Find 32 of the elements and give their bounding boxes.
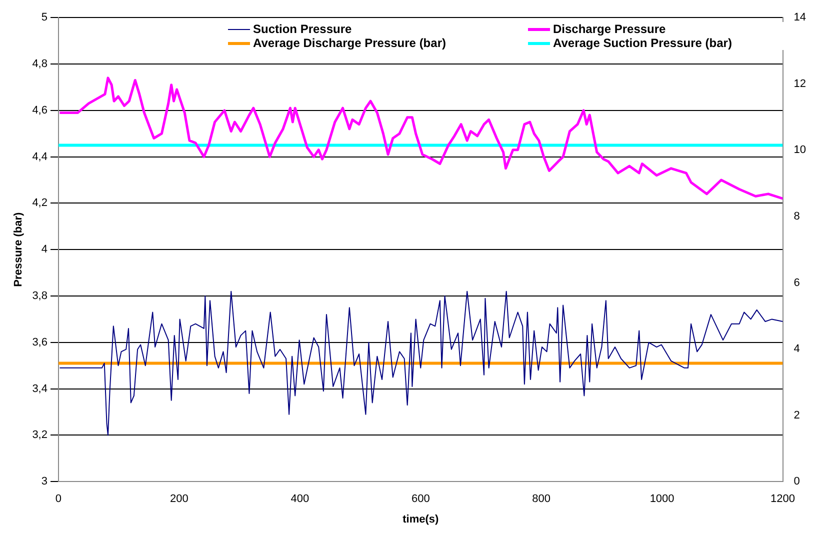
y-tick-label: 4,8	[32, 58, 48, 70]
x-tick-label: 400	[290, 493, 310, 506]
y-tick-label: 3,8	[32, 290, 48, 302]
y-tick-label: 4,6	[32, 104, 48, 116]
y2-tick-label: 2	[794, 409, 800, 422]
y-tick-label: 3,2	[32, 429, 48, 442]
x-tick-label: 1200	[770, 493, 796, 506]
y-tick-label: 4,2	[32, 197, 48, 210]
y2-tick-label: 0	[794, 476, 800, 488]
y2-tick-label: 8	[794, 210, 800, 222]
y-axis-title: Pressure (bar)	[12, 212, 25, 287]
y-tick-label: 4	[41, 244, 48, 256]
y2-tick-label: 4	[794, 343, 800, 356]
x-tick-label: 200	[170, 493, 188, 506]
y-tick-label: 3,4	[32, 382, 48, 395]
x-axis-title: time(s)	[402, 513, 439, 526]
y2-tick-label: 14	[794, 12, 806, 24]
y-tick-label: 3	[41, 476, 48, 488]
x-tick-label: 600	[411, 493, 430, 506]
legend-label: Suction Pressure	[253, 22, 352, 36]
legend-label: Average Suction Pressure (bar)	[553, 36, 732, 50]
y2-tick-label: 12	[794, 78, 806, 90]
y-tick-label: 5	[41, 12, 48, 24]
x-tick-label: 1000	[650, 493, 674, 506]
x-tick-label: 0	[55, 493, 62, 506]
legend-label: Discharge Pressure	[553, 22, 666, 36]
y2-tick-label: 10	[794, 144, 806, 156]
y2-tick-label: 6	[794, 276, 800, 289]
y-tick-label: 4,4	[32, 150, 48, 163]
legend-label: Average Discharge Pressure (bar)	[253, 36, 446, 50]
x-tick-label: 800	[532, 493, 551, 506]
y-tick-label: 3,6	[32, 336, 48, 348]
